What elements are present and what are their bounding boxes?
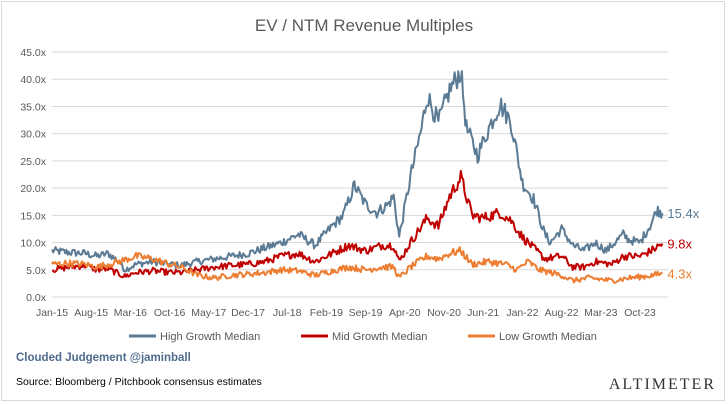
x-tick-label: Mar-23	[584, 307, 617, 319]
x-tick-label: Feb-19	[310, 307, 343, 319]
y-tick-label: 35.0x	[20, 101, 46, 113]
x-tick-label: Aug-15	[74, 307, 108, 319]
gridlines	[52, 51, 668, 298]
end-labels: 15.4x 9.8x 4.3x	[667, 206, 699, 281]
series-end-label: 15.4x	[667, 206, 699, 221]
series-lines	[51, 70, 664, 284]
chart-title: EV / NTM Revenue Multiples	[255, 16, 473, 35]
legend-label: Low Growth Median	[499, 331, 597, 343]
y-tick-label: 0.0x	[26, 292, 47, 304]
y-tick-label: 40.0x	[20, 74, 46, 86]
series-end-label: 4.3x	[667, 267, 692, 282]
series-line	[51, 169, 664, 279]
x-tick-label: Oct-16	[154, 307, 186, 319]
y-axis-ticks: 0.0x 5.0x 10.0x 15.0x 20.0x 25.0x 30.0x 35.0x 40…	[20, 47, 46, 304]
credit-text: Clouded Judgement @jaminball	[16, 352, 191, 364]
x-tick-label: Jan-22	[506, 307, 538, 319]
source-text: Source: Bloomberg / Pitchbook consensus …	[16, 376, 262, 388]
y-tick-label: 25.0x	[20, 156, 46, 168]
legend-label: Mid Growth Median	[332, 331, 427, 343]
brand-logo: ALTIMETER	[608, 376, 716, 393]
legend: High Growth Median Mid Growth Median Low G…	[129, 331, 597, 343]
x-tick-label: Nov-20	[427, 307, 461, 319]
series-end-label: 9.8x	[667, 237, 692, 252]
x-tick-label: Mar-16	[114, 307, 147, 319]
x-tick-label: Jun-21	[467, 307, 499, 319]
y-tick-label: 5.0x	[26, 265, 47, 277]
series-line	[51, 70, 664, 273]
legend-label: High Growth Median	[160, 331, 260, 343]
x-tick-label: Apr-20	[389, 307, 421, 319]
x-tick-label: Dec-17	[231, 307, 265, 319]
series-line	[51, 246, 663, 284]
x-tick-label: Oct-23	[624, 307, 656, 319]
y-tick-label: 10.0x	[20, 238, 46, 250]
x-tick-label: Aug-22	[545, 307, 579, 319]
x-axis-ticks: Jan-15 Aug-15 Mar-16 Oct-16 May-17 Dec-17 Jul-…	[36, 307, 656, 319]
y-tick-label: 45.0x	[20, 47, 46, 59]
x-tick-label: Jul-18	[273, 307, 302, 319]
x-tick-label: Jan-15	[36, 307, 68, 319]
x-tick-label: May-17	[191, 307, 226, 319]
x-tick-label: Sep-19	[349, 307, 383, 319]
y-tick-label: 15.0x	[20, 210, 46, 222]
y-tick-label: 20.0x	[20, 183, 46, 195]
y-tick-label: 30.0x	[20, 129, 46, 141]
